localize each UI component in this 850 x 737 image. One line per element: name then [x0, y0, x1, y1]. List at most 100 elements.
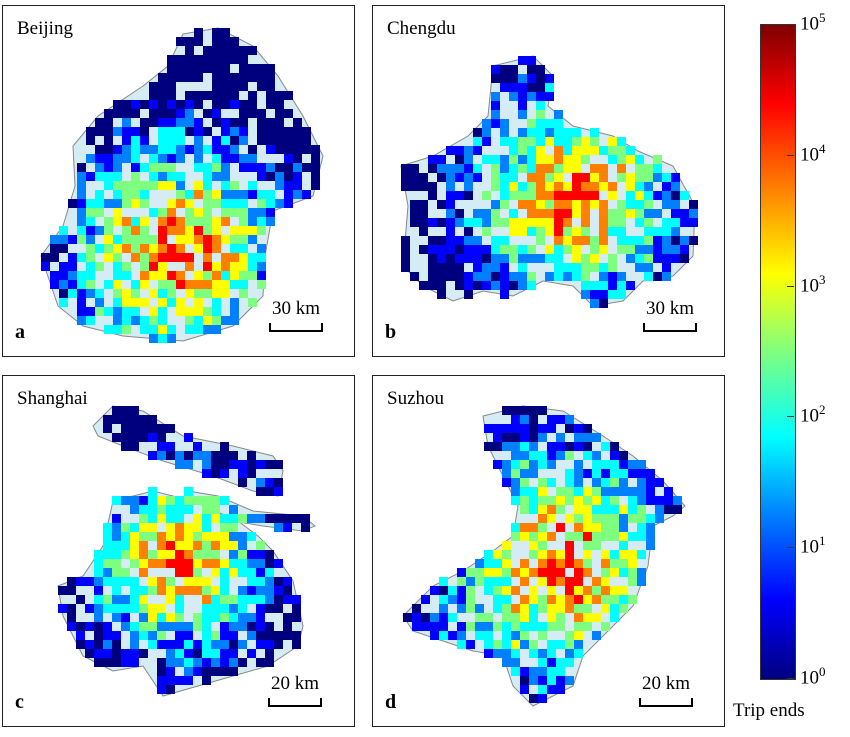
grid-cell [482, 191, 491, 200]
grid-cell [220, 613, 229, 622]
grid-cell [86, 280, 95, 289]
grid-cell [410, 173, 419, 182]
grid-cell [493, 424, 502, 433]
grid-cell [664, 496, 673, 505]
grid-cell [274, 514, 283, 523]
grid-cell [257, 190, 266, 199]
grid-cell [221, 289, 230, 298]
grid-cell [194, 181, 203, 190]
grid-cell [176, 172, 185, 181]
grid-cell [158, 91, 167, 100]
grid-cell [608, 263, 617, 272]
grid-cell [176, 64, 185, 73]
grid-cell [148, 415, 157, 424]
grid-cell [202, 505, 211, 514]
grid-cell [140, 271, 149, 280]
grid-cell [212, 289, 221, 298]
grid-cell [538, 694, 547, 703]
grid-cell [229, 640, 238, 649]
grid-cell [157, 685, 166, 694]
grid-cell [545, 173, 554, 182]
grid-cell [466, 604, 475, 613]
grid-cell [167, 100, 176, 109]
grid-cell [502, 640, 511, 649]
grid-cell [202, 595, 211, 604]
grid-cell [68, 271, 77, 280]
grid-cell [176, 37, 185, 46]
grid-cell [131, 226, 140, 235]
grid-cell [193, 613, 202, 622]
grid-cell [140, 127, 149, 136]
grid-cell [475, 613, 484, 622]
grid-cell [311, 163, 320, 172]
grid-cell [464, 290, 473, 299]
grid-cell [158, 226, 167, 235]
grid-cell [592, 586, 601, 595]
grid-cell [637, 514, 646, 523]
grid-cell [275, 172, 284, 181]
grid-cell [601, 505, 610, 514]
grid-cell [131, 100, 140, 109]
grid-cell [175, 604, 184, 613]
grid-cell [518, 254, 527, 263]
grid-cell [439, 622, 448, 631]
grid-cell [230, 235, 239, 244]
grid-cell [158, 145, 167, 154]
grid-cell [274, 478, 283, 487]
grid-cell [484, 442, 493, 451]
grid-cell [601, 550, 610, 559]
grid-cell [77, 163, 86, 172]
grid-cell [283, 586, 292, 595]
grid-cell [311, 181, 320, 190]
grid-cell [455, 218, 464, 227]
grid-cell [527, 74, 536, 83]
grid-cell [518, 200, 527, 209]
grid-cell [502, 424, 511, 433]
grid-cell [493, 586, 502, 595]
grid-cell [185, 280, 194, 289]
grid-cell [131, 163, 140, 172]
grid-cell [491, 236, 500, 245]
grid-cell [130, 595, 139, 604]
grid-cell [203, 316, 212, 325]
grid-cell [122, 289, 131, 298]
grid-cell [139, 622, 148, 631]
grid-cell [592, 532, 601, 541]
grid-cell [257, 127, 266, 136]
grid-cell [221, 154, 230, 163]
grid-cell [563, 191, 572, 200]
grid-cell [113, 145, 122, 154]
grid-cell [283, 613, 292, 622]
grid-cell [590, 299, 599, 308]
grid-cell [257, 82, 266, 91]
grid-cell [85, 622, 94, 631]
grid-cell [536, 191, 545, 200]
grid-cell [646, 478, 655, 487]
grid-cell [175, 649, 184, 658]
grid-cell [446, 146, 455, 155]
grid-cell [275, 136, 284, 145]
grid-cell [248, 181, 257, 190]
grid-cell [565, 514, 574, 523]
grid-cell [574, 613, 583, 622]
grid-cell [230, 226, 239, 235]
grid-cell [95, 190, 104, 199]
grid-cell [590, 254, 599, 263]
grid-cell [473, 146, 482, 155]
grid-cell [563, 155, 572, 164]
grid-cell [592, 523, 601, 532]
scale-bar-label: 30 km [645, 298, 695, 319]
grid-cell [274, 577, 283, 586]
grid-cell [437, 272, 446, 281]
grid-cell [230, 244, 239, 253]
grid-cell [491, 200, 500, 209]
grid-cell [574, 586, 583, 595]
grid-cell [473, 263, 482, 272]
grid-cell [554, 245, 563, 254]
grid-cell [94, 631, 103, 640]
grid-cell [148, 487, 157, 496]
grid-cell [283, 631, 292, 640]
grid-cell [475, 577, 484, 586]
grid-cell [538, 649, 547, 658]
grid-cell [131, 298, 140, 307]
